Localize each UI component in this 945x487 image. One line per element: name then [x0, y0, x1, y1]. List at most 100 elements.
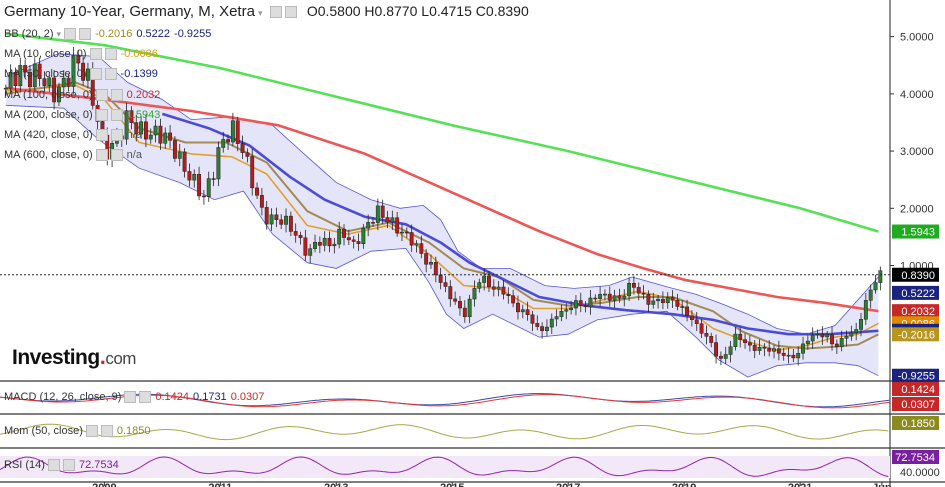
settings-icon[interactable] — [95, 89, 108, 102]
candle-body — [322, 237, 327, 246]
settings-icon[interactable] — [64, 28, 77, 41]
close-icon[interactable] — [284, 6, 297, 19]
candle-body — [786, 354, 791, 357]
legend-mom[interactable]: Mom (50, close) 0.1850 — [4, 425, 151, 438]
close-icon[interactable] — [79, 28, 92, 41]
legend-ma200[interactable]: MA (200, close, 0) 1.5943 — [4, 109, 161, 122]
settings-icon[interactable] — [85, 425, 98, 438]
candle-body — [293, 231, 298, 236]
macd-hist-badge-label: 0.0307 — [901, 399, 935, 411]
candle-body — [762, 347, 767, 349]
candle-body — [129, 110, 134, 123]
settings-icon[interactable] — [95, 109, 108, 122]
candle-body — [284, 215, 288, 225]
legend-bb[interactable]: BB (20, 2) ▾ -0.2016 0.5222 -0.9255 — [4, 28, 212, 41]
settings-icon[interactable] — [89, 68, 102, 81]
candle-body — [477, 282, 482, 289]
legend-ma50[interactable]: MA (50, close, 0) -0.1399 — [4, 68, 158, 81]
candle-body — [598, 294, 603, 299]
candle-body — [854, 329, 859, 334]
candle-body — [66, 77, 71, 87]
candle-body — [723, 354, 728, 359]
y-tick-label: 2.0000 — [900, 203, 934, 215]
candle-body — [747, 342, 752, 346]
candle-body — [694, 319, 699, 324]
candle-body — [57, 86, 61, 103]
legend-ma10[interactable]: MA (10, close, 0) -0.0086 — [4, 48, 158, 61]
candle-body — [298, 235, 303, 239]
candle-body — [573, 300, 578, 309]
settings-icon[interactable] — [269, 6, 282, 19]
price-badge-label: -0.2016 — [898, 329, 935, 341]
candle-body — [689, 315, 694, 320]
chevron-down-icon[interactable]: ▾ — [56, 29, 62, 39]
settings-icon[interactable] — [95, 149, 108, 162]
close-icon[interactable] — [139, 391, 152, 404]
candle-body — [390, 217, 395, 223]
price-badge-label: 0.5222 — [901, 288, 935, 300]
candle-body — [148, 134, 153, 140]
candle-body — [187, 171, 192, 181]
candle-body — [588, 297, 593, 308]
candle-body — [680, 306, 685, 308]
candle-body — [472, 288, 477, 300]
candle-body — [37, 63, 42, 79]
close-icon[interactable] — [62, 459, 75, 472]
ohlc-readout: O0.5800 H0.8770 L0.4715 C0.8390 — [306, 3, 529, 19]
settings-icon[interactable] — [95, 129, 108, 142]
rsi-line — [0, 456, 889, 477]
chart-title[interactable]: Germany 10-Year, Germany, M, Xetra — [4, 3, 255, 20]
price-badge — [892, 304, 939, 319]
candle-body — [752, 344, 757, 351]
close-icon[interactable] — [110, 149, 123, 162]
candle-body — [264, 207, 269, 225]
candle-body — [820, 333, 825, 338]
candle-body — [429, 262, 433, 265]
price-badge-label: -0.9255 — [898, 371, 935, 383]
candle-body — [612, 295, 617, 301]
candle-body — [718, 355, 723, 359]
candle-body — [414, 243, 419, 246]
settings-icon[interactable] — [47, 459, 60, 472]
candle-body — [815, 333, 820, 336]
settings-icon[interactable] — [89, 48, 102, 61]
legend-ma600[interactable]: MA (600, close, 0) n/a — [4, 149, 142, 162]
candle-body — [878, 270, 883, 283]
candle-body — [675, 299, 680, 307]
close-icon[interactable] — [104, 68, 117, 81]
legend-rsi[interactable]: RSI (14) 72.7534 — [4, 459, 119, 472]
candle-body — [288, 215, 293, 232]
legend-macd[interactable]: MACD (12, 26, close, 9) 0.1424 0.1731 0.030… — [4, 391, 265, 404]
close-icon[interactable] — [104, 48, 117, 61]
macd-hist-badge — [892, 397, 939, 411]
legend-ma100[interactable]: MA (100, close, 0) 0.2032 — [4, 89, 161, 102]
close-icon[interactable] — [110, 89, 123, 102]
candle-body — [859, 319, 863, 330]
candle-body — [462, 307, 467, 318]
candle-body — [433, 262, 438, 276]
close-icon[interactable] — [100, 425, 113, 438]
settings-icon[interactable] — [124, 391, 137, 404]
chevron-down-icon[interactable]: ▾ — [257, 8, 263, 18]
candle-body — [221, 139, 226, 148]
candle-body — [317, 242, 322, 246]
candle-body — [491, 286, 496, 290]
candle-body — [192, 173, 197, 181]
candle-body — [380, 205, 385, 218]
candle-body — [631, 283, 636, 288]
candle-body — [665, 297, 670, 304]
candle-body — [351, 239, 356, 242]
legend-ma420[interactable]: MA (420, close, 0) n/a — [4, 129, 142, 142]
ma-100-line — [5, 86, 879, 313]
candle-body — [153, 125, 158, 136]
y-tick-label: 3.0000 — [900, 146, 934, 158]
close-icon[interactable] — [110, 109, 123, 122]
close-icon[interactable] — [110, 129, 123, 142]
candle-body — [578, 300, 583, 306]
candle-body — [206, 178, 211, 197]
candle-body — [767, 347, 772, 352]
candle-body — [308, 248, 313, 256]
price-badge — [892, 267, 939, 282]
candle-body — [564, 309, 569, 312]
